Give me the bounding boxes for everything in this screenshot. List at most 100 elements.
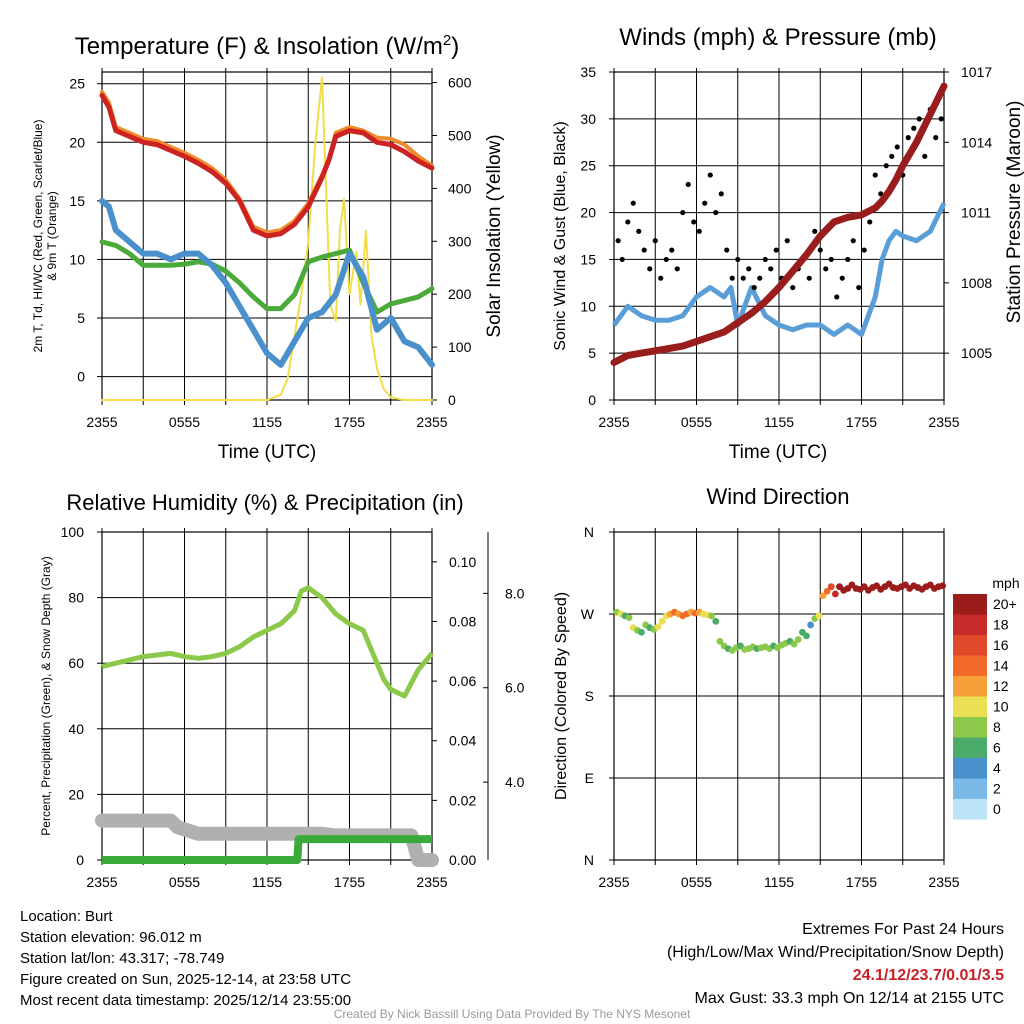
colorbar: 20+ 18 16 14 12 10 8 6 4 2 0 (953, 594, 1017, 820)
gust-point (883, 163, 889, 169)
direction-point (708, 612, 716, 620)
direction-point (716, 637, 724, 645)
humidity-ylabel: Percent, Precipitation (Green), & Snow D… (39, 556, 53, 835)
extremes-subtitle: (High/Low/Max Wind/Precipitation/Snow De… (666, 944, 1004, 961)
extremes-title: Extremes For Past 24 Hours (802, 921, 1004, 938)
gust-point (674, 266, 680, 272)
gust-point (938, 116, 944, 122)
temperature-series-9m-t (100, 89, 434, 235)
temperature-ytick-label: 15 (69, 193, 85, 209)
temperature-ytick-label: 0 (77, 369, 85, 385)
gust-point (702, 200, 708, 206)
insolation-ytick-label: 200 (448, 286, 472, 302)
winds-ytick-label: 10 (580, 298, 596, 314)
temperature-xtick-label: 0555 (169, 414, 200, 430)
gust-point (790, 284, 796, 291)
colorbar-tick-label: 2 (993, 781, 1001, 797)
gust-point (619, 256, 625, 263)
gust-point (625, 219, 631, 225)
gust-point (834, 294, 840, 300)
colorbar-swatch (953, 676, 987, 697)
colorbar-swatch (953, 758, 987, 779)
winds-xtick-label: 2355 (928, 414, 959, 430)
snow-ytick-label: 6.0 (505, 680, 525, 696)
gust-point (806, 275, 812, 281)
humidity-panel: Relative Humidity (%) & Precipitation (i… (39, 490, 525, 890)
winds-ytick-label: 20 (580, 205, 596, 221)
temperature-ytick-label: 20 (69, 134, 85, 150)
colorbar-tick-label: 8 (993, 719, 1001, 735)
direction-point (712, 617, 720, 625)
temperature-xtick-label: 1755 (334, 414, 365, 430)
temperature-xlabel: Time (UTC) (218, 442, 317, 463)
direction-point (827, 583, 835, 591)
colorbar-swatch (953, 737, 987, 758)
gust-point (696, 228, 702, 234)
direction-point (638, 628, 645, 636)
precipitation-line (102, 835, 432, 864)
direction-point (790, 640, 798, 648)
gust-point (707, 172, 713, 178)
station-location: Location: Burt (20, 908, 113, 925)
direction-point (625, 614, 633, 622)
relative-humidity-line (101, 585, 434, 699)
pressure-ytick-label: 1017 (961, 64, 992, 80)
direction-ytick-label: N (584, 852, 594, 868)
sonic-wind-line (611, 202, 947, 337)
colorbar-swatch (953, 635, 987, 656)
colorbar-tick-label: 18 (993, 617, 1009, 633)
gust-point (922, 153, 928, 159)
gust-point (905, 135, 911, 141)
gust-point (691, 219, 697, 225)
gust-point (916, 116, 922, 122)
insolation-ytick-label: 300 (448, 233, 472, 249)
humidity-title: Relative Humidity (%) & Precipitation (i… (66, 490, 463, 515)
humidity-ytick-label: 60 (68, 655, 84, 671)
gust-point (641, 247, 647, 253)
direction-xtick-label: 0555 (681, 874, 712, 890)
direction-point (831, 590, 839, 598)
humidity-xtick-label: 0555 (169, 874, 200, 890)
gust-point (911, 125, 917, 131)
gust-point (762, 256, 768, 263)
direction-xtick-label: 1155 (764, 874, 794, 890)
direction-point (815, 612, 823, 620)
colorbar-swatch (953, 614, 987, 635)
gust-point (713, 209, 719, 216)
gust-point (933, 135, 939, 141)
max-gust: Max Gust: 33.3 mph On 12/14 at 2155 UTC (694, 990, 1005, 1007)
temperature-xtick-label: 1155 (252, 414, 282, 430)
winds-ytick-label: 30 (580, 111, 596, 127)
direction-point (823, 587, 831, 595)
station-pressure-line (610, 82, 948, 366)
direction-point (794, 636, 802, 643)
colorbar-tick-label: 16 (993, 637, 1009, 653)
temperature-series-wind-chill-td (99, 239, 435, 315)
direction-ytick-label: W (581, 606, 595, 622)
gust-point (823, 266, 829, 272)
colorbar-swatch (953, 594, 987, 615)
winds-xtick-label: 0555 (681, 414, 712, 430)
direction-ylabel: Direction (Colored By Speed) (553, 592, 570, 800)
temperature-ytick-label: 25 (69, 76, 85, 92)
colorbar-swatch (953, 717, 987, 738)
colorbar-label: mph (992, 575, 1019, 591)
direction-point (658, 617, 666, 625)
gust-point (740, 275, 746, 281)
direction-ytick-label: E (585, 770, 594, 786)
temperature-title: Temperature (F) & Insolation (W/m2) (75, 32, 459, 60)
temperature-series-dewpoint-wc (99, 197, 435, 368)
station-info: Location: Burt Station elevation: 96.012… (20, 906, 351, 1011)
insolation-ytick-label: 500 (448, 127, 472, 143)
snow-ytick-label: 8.0 (505, 585, 525, 601)
precip-ytick-label: 0.06 (449, 673, 476, 689)
temperature-panel: Temperature (F) & Insolation (W/m2) Time… (31, 32, 505, 463)
gust-point (615, 238, 621, 244)
temperature-ytick-label: 5 (77, 310, 85, 326)
gust-point (889, 153, 895, 159)
gust-point (773, 247, 779, 253)
colorbar-tick-label: 6 (993, 740, 1001, 756)
humidity-xtick-label: 2355 (86, 874, 117, 890)
recent-timestamp: Most recent data timestamp: 2025/12/14 2… (20, 992, 352, 1009)
gust-point (894, 144, 900, 150)
